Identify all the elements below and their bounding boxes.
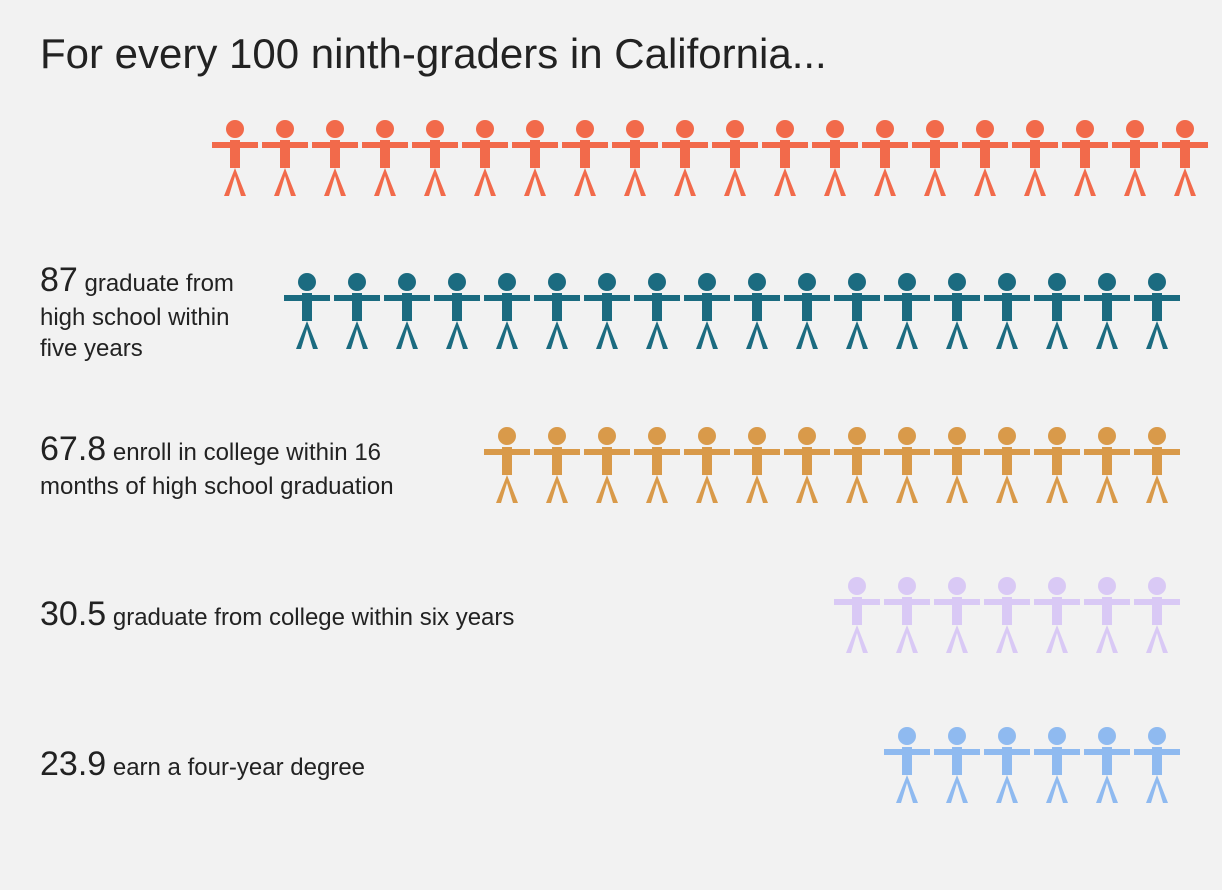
person-icon xyxy=(982,425,1032,505)
person-icon xyxy=(1032,271,1082,351)
person-icon xyxy=(482,425,532,505)
row-label: 30.5 graduate from college within six ye… xyxy=(40,592,590,636)
data-row: 30.5 graduate from college within six ye… xyxy=(40,565,1182,665)
person-icon xyxy=(782,425,832,505)
data-row: 87 graduate from high school within five… xyxy=(40,258,1182,365)
page-title: For every 100 ninth-graders in Californi… xyxy=(40,30,1182,78)
person-icon xyxy=(582,425,632,505)
person-icon xyxy=(932,425,982,505)
person-icon xyxy=(882,425,932,505)
data-row xyxy=(40,108,1182,208)
person-icon xyxy=(1032,575,1082,655)
person-icon xyxy=(882,271,932,351)
person-icon xyxy=(210,118,260,198)
person-icon xyxy=(1082,725,1132,805)
person-icon xyxy=(1010,118,1060,198)
person-icon xyxy=(832,271,882,351)
icon-strip xyxy=(590,575,1182,655)
row-value: 30.5 xyxy=(40,595,106,633)
person-icon xyxy=(932,271,982,351)
row-description: earn a four-year degree xyxy=(106,754,365,781)
person-icon xyxy=(360,118,410,198)
row-label: 87 graduate from high school within five… xyxy=(40,258,270,365)
person-icon xyxy=(810,118,860,198)
person-icon xyxy=(710,118,760,198)
person-icon xyxy=(1132,271,1182,351)
data-row: 23.9 earn a four-year degree xyxy=(40,715,1182,815)
person-icon xyxy=(882,575,932,655)
person-icon xyxy=(682,425,732,505)
person-icon xyxy=(410,118,460,198)
row-description: graduate from college within six years xyxy=(106,604,514,631)
rows-container: 87 graduate from high school within five… xyxy=(40,108,1182,815)
person-icon xyxy=(660,118,710,198)
person-icon xyxy=(832,425,882,505)
person-icon xyxy=(982,575,1032,655)
data-row: 67.8 enroll in college within 16 months … xyxy=(40,415,1182,515)
person-icon xyxy=(832,575,882,655)
person-icon xyxy=(982,725,1032,805)
person-icon xyxy=(682,271,732,351)
person-icon xyxy=(632,271,682,351)
person-icon xyxy=(332,271,382,351)
person-icon xyxy=(732,271,782,351)
icon-strip xyxy=(210,118,1210,198)
person-icon xyxy=(382,271,432,351)
person-icon xyxy=(1082,575,1132,655)
person-icon xyxy=(532,425,582,505)
person-icon xyxy=(1082,425,1132,505)
icon-strip xyxy=(270,271,1182,351)
person-icon xyxy=(932,725,982,805)
person-icon xyxy=(860,118,910,198)
person-icon xyxy=(460,118,510,198)
person-icon xyxy=(932,575,982,655)
person-icon xyxy=(982,271,1032,351)
person-icon xyxy=(482,271,532,351)
row-value: 23.9 xyxy=(40,745,106,783)
icon-strip xyxy=(440,725,1182,805)
row-value: 87 xyxy=(40,261,78,299)
person-icon xyxy=(732,425,782,505)
person-icon xyxy=(560,118,610,198)
row-label: 67.8 enroll in college within 16 months … xyxy=(40,427,440,502)
person-icon xyxy=(582,271,632,351)
person-icon xyxy=(960,118,1010,198)
person-icon xyxy=(610,118,660,198)
row-value: 67.8 xyxy=(40,430,106,468)
person-icon xyxy=(882,725,932,805)
person-icon xyxy=(1082,271,1132,351)
person-icon xyxy=(910,118,960,198)
person-icon xyxy=(1110,118,1160,198)
person-icon xyxy=(282,271,332,351)
icon-strip xyxy=(440,425,1182,505)
person-icon xyxy=(782,271,832,351)
person-icon xyxy=(532,271,582,351)
person-icon xyxy=(1032,425,1082,505)
person-icon xyxy=(310,118,360,198)
person-icon xyxy=(1060,118,1110,198)
person-icon xyxy=(760,118,810,198)
person-icon xyxy=(632,425,682,505)
person-icon xyxy=(1160,118,1210,198)
person-icon xyxy=(1132,725,1182,805)
person-icon xyxy=(260,118,310,198)
person-icon xyxy=(1032,725,1082,805)
person-icon xyxy=(432,271,482,351)
person-icon xyxy=(1132,425,1182,505)
person-icon xyxy=(510,118,560,198)
row-label: 23.9 earn a four-year degree xyxy=(40,742,440,786)
person-icon xyxy=(1132,575,1182,655)
